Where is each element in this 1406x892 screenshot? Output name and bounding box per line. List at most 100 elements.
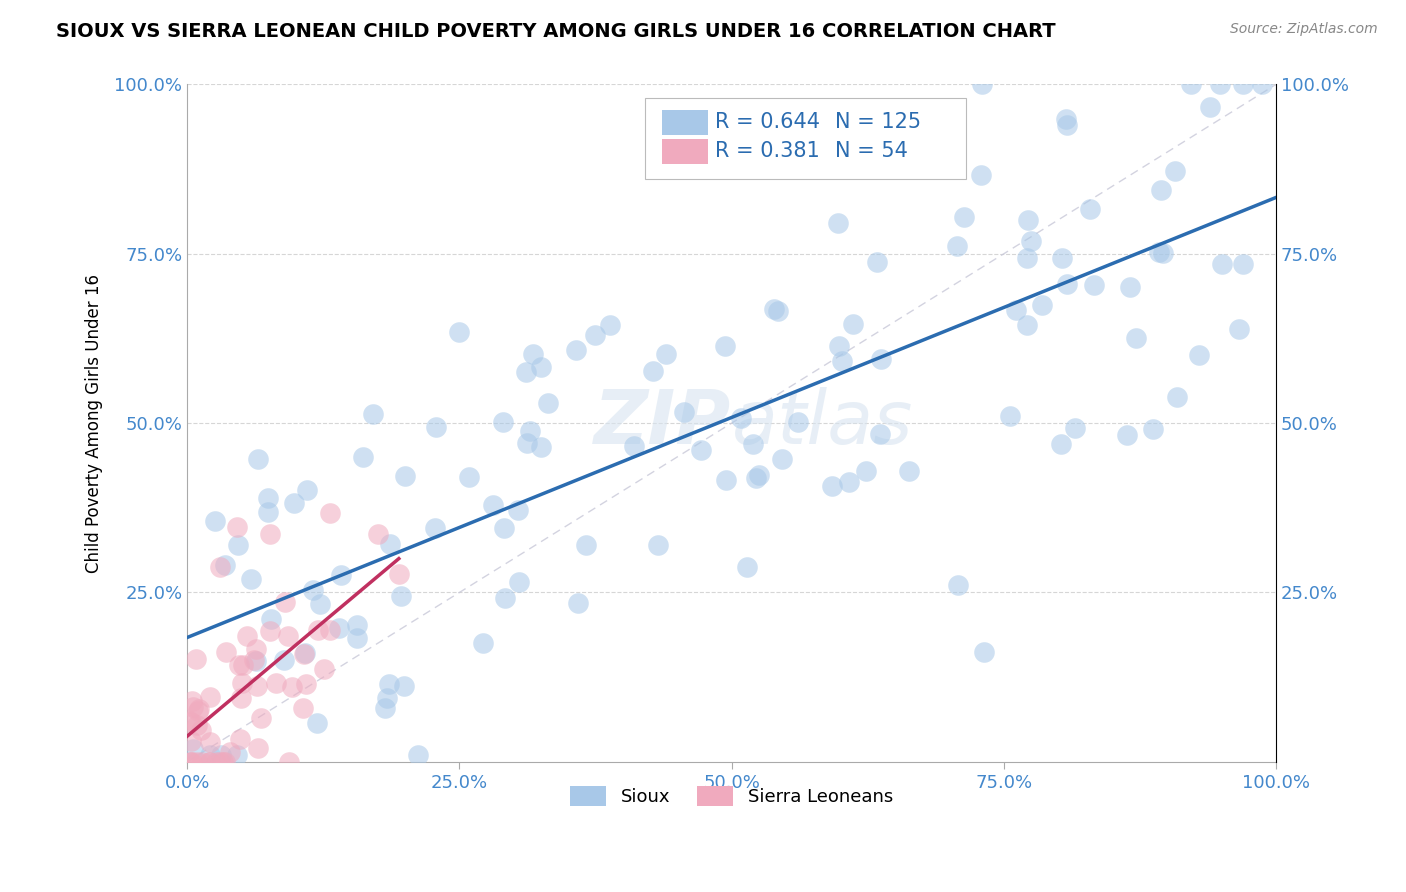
Point [1147,245,1170,260]
Point [1116,428,1139,442]
Point [1054,112,1077,126]
Point [973,645,995,659]
Point [292,648,315,662]
Point [374,701,396,715]
Point [214,755,236,769]
Point [319,623,342,637]
Point [389,590,412,604]
Point [190,723,212,738]
Point [388,567,411,582]
Point [530,360,553,375]
Point [228,657,250,672]
Point [346,617,368,632]
Point [471,636,494,650]
Point [522,346,544,360]
Point [260,612,283,626]
Point [211,747,233,762]
Point [1250,78,1272,92]
Point [516,436,538,450]
Point [179,714,201,729]
Point [1209,78,1232,92]
Point [273,652,295,666]
Point [425,521,447,535]
Point [623,439,645,453]
Point [772,452,794,467]
Point [508,575,530,590]
Point [641,364,664,378]
Point [1064,421,1087,435]
Point [198,755,221,769]
Point [1015,318,1038,333]
Point [245,642,267,657]
Point [766,303,789,318]
Point [190,755,212,769]
Point [187,704,209,718]
Point [180,755,202,769]
Point [205,755,228,769]
Point [352,450,374,464]
Point [209,755,232,769]
Point [494,520,516,534]
Point [1180,78,1202,92]
Point [748,467,770,482]
Text: ZIP: ZIP [595,386,731,459]
Point [1232,78,1254,92]
Point [1142,422,1164,436]
Point [647,537,669,551]
Point [492,415,515,429]
Point [515,365,537,379]
Point [866,255,889,269]
Point [508,502,530,516]
Point [763,302,786,317]
Point [214,558,236,573]
FancyBboxPatch shape [662,138,707,164]
Point [181,742,204,756]
Point [1004,302,1026,317]
Point [494,591,516,605]
Point [735,560,758,574]
Point [1227,322,1250,336]
Point [232,657,254,672]
Point [283,496,305,510]
Point [567,596,589,610]
Text: N = 54: N = 54 [835,141,908,161]
Point [246,740,269,755]
Point [394,469,416,483]
Point [530,440,553,454]
Point [225,747,247,762]
Point [1119,280,1142,294]
Point [257,491,280,506]
Point [307,716,329,731]
Y-axis label: Child Poverty Among Girls Under 16: Child Poverty Among Girls Under 16 [86,274,103,573]
Point [257,505,280,519]
Text: atlas: atlas [731,387,912,459]
Point [229,691,252,706]
Point [184,652,207,666]
Point [1017,213,1039,227]
Point [302,582,325,597]
Point [367,526,389,541]
Point [1152,245,1174,260]
Point [180,755,202,769]
Point [380,537,402,551]
Point [309,597,332,611]
Point [392,679,415,693]
Point [198,690,221,704]
Point [458,470,481,484]
Text: Source: ZipAtlas.com: Source: ZipAtlas.com [1230,22,1378,37]
Point [180,694,202,708]
Point [259,624,281,638]
Point [1019,234,1042,248]
Point [655,347,678,361]
Point [259,527,281,541]
Point [1199,99,1222,113]
Point [180,733,202,747]
Point [690,443,713,458]
Point [998,409,1021,423]
Point [447,325,470,339]
Point [226,538,249,552]
Point [329,568,352,582]
Point [295,483,318,497]
Point [187,702,209,716]
Point [215,645,238,659]
